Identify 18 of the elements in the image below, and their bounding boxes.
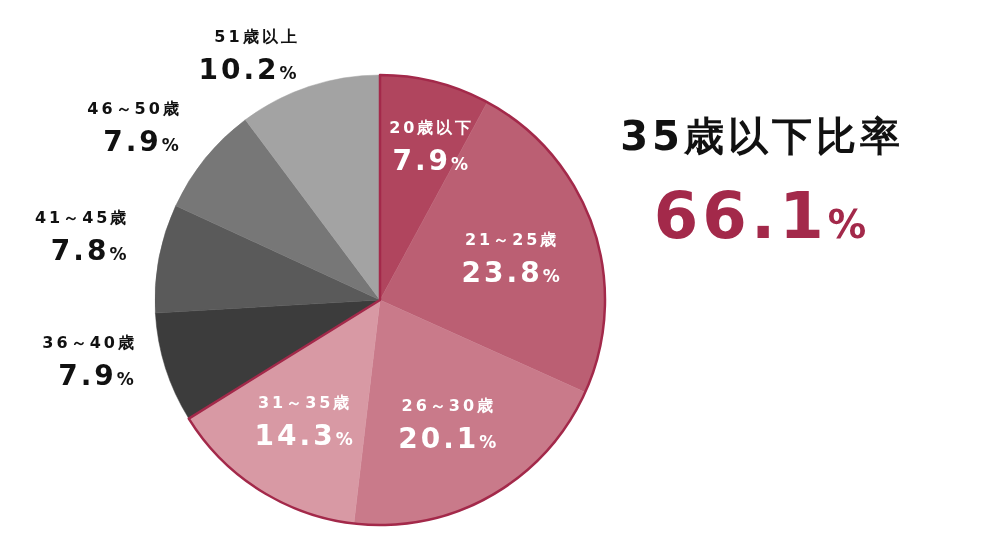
data-label: 7.9% — [103, 124, 182, 158]
slice-label: 20歳以下 — [389, 117, 475, 137]
data-label: 14.3% — [254, 418, 356, 452]
data-label: 7.9% — [392, 143, 472, 177]
data-label: 10.2% — [198, 52, 300, 86]
data-label: 20.1% — [398, 422, 500, 456]
slice-label: 31～35歳 — [257, 392, 353, 412]
data-label: 7.8% — [50, 233, 130, 267]
slice-label: 41～45歳 — [34, 207, 130, 227]
slice-label: 36～40歳 — [42, 332, 137, 352]
slice-label: 46～50歳 — [87, 98, 182, 118]
text: 35歳以下比率 — [620, 113, 904, 159]
slice-label: 26～30歳 — [401, 396, 497, 416]
data-label: 23.8% — [461, 256, 563, 290]
slice-label: 21～25歳 — [464, 230, 560, 250]
text: 66.1% — [653, 179, 871, 253]
slice-label: 51歳以上 — [214, 26, 300, 46]
data-label: 7.9% — [58, 358, 137, 392]
